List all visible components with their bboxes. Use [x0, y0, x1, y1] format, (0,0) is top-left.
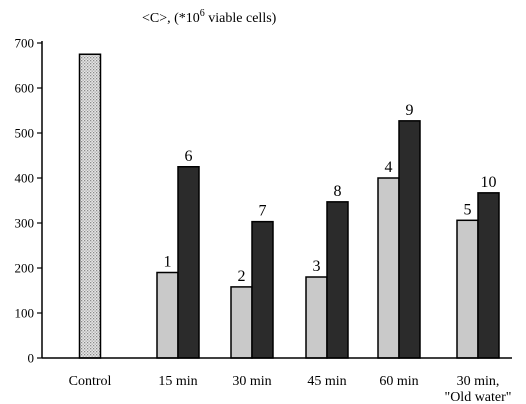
bar-data-label: 5 — [464, 201, 472, 218]
bars — [78, 53, 500, 359]
bar-data-label: 3 — [313, 258, 321, 275]
bar — [177, 166, 200, 359]
bar — [305, 276, 328, 359]
bar — [230, 286, 253, 359]
y-tick-label: 600 — [15, 81, 35, 96]
x-tick-label: Control — [69, 374, 112, 389]
bar — [251, 220, 274, 359]
bar — [477, 192, 500, 359]
bar — [398, 120, 421, 359]
y-tick-label: 200 — [15, 261, 35, 276]
y-axis-label: <C>, (*106 viable cells) — [142, 8, 277, 26]
x-tick-label: 30 min, "Old water" — [444, 374, 511, 404]
x-axis: Control 15 min 30 min 45 min 60 min 30 min, "O… — [42, 357, 512, 404]
x-tick-label: 15 min — [158, 374, 197, 389]
x-tick-label: 30 min — [232, 374, 271, 389]
bar — [156, 271, 179, 359]
bar-data-label: 10 — [481, 174, 497, 191]
y-tick-label: 700 — [15, 36, 35, 51]
bar-data-label: 8 — [334, 183, 342, 200]
bar-data-label: 4 — [385, 159, 393, 176]
bar — [377, 177, 400, 359]
bar-data-label: 2 — [238, 268, 246, 285]
bar-data-label: 6 — [185, 148, 193, 165]
y-tick-label: 300 — [15, 216, 35, 231]
bar-data-label: 7 — [259, 203, 267, 220]
y-axis: 0 100 200 300 400 500 600 700 — [15, 36, 43, 366]
y-tick-label: 500 — [15, 126, 35, 141]
bar-data-label: 9 — [406, 102, 414, 119]
bar — [78, 53, 102, 359]
x-tick-label: 45 min — [307, 374, 346, 389]
y-tick-label: 400 — [15, 171, 35, 186]
bar-data-label: 1 — [164, 254, 172, 271]
bar — [326, 201, 349, 359]
bar — [456, 219, 479, 359]
bar-labels: 1 6 2 7 3 8 4 9 5 10 — [164, 102, 497, 285]
y-tick-label: 0 — [28, 351, 35, 366]
x-tick-label: 60 min — [379, 374, 418, 389]
y-tick-label: 100 — [15, 306, 35, 321]
